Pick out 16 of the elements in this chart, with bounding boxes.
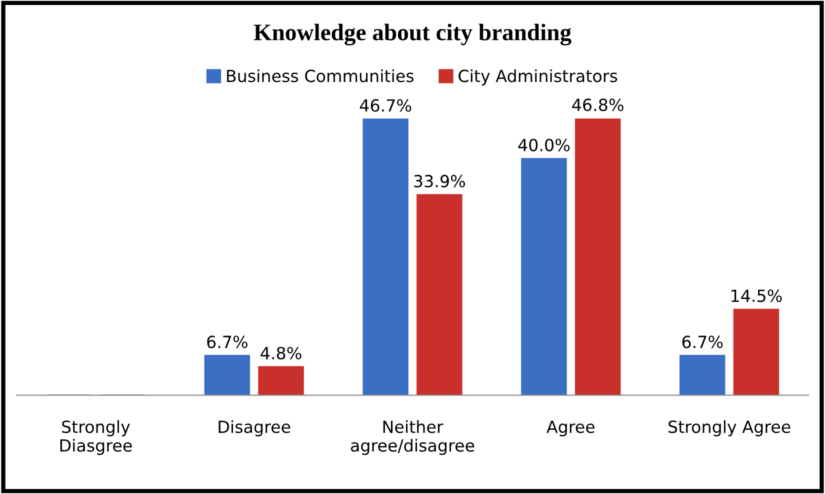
chart-title: Knowledge about city branding bbox=[254, 24, 572, 46]
x-tick-label: Strongly Agree bbox=[668, 420, 790, 436]
x-tick-label: Agree bbox=[546, 420, 594, 436]
x-tick-label: Strongly Diasgree bbox=[60, 420, 132, 455]
data-label: 40.0% bbox=[518, 138, 570, 152]
legend-label: Business Communities bbox=[227, 69, 414, 82]
data-label: 6.7% bbox=[207, 336, 248, 348]
data-label: 14.5% bbox=[732, 289, 782, 302]
data-label: 6.7% bbox=[682, 336, 723, 348]
x-tick-label: Neither agree/disagree bbox=[350, 420, 474, 455]
data-label: 33.9% bbox=[414, 174, 465, 188]
x-tick-label: Disagree bbox=[218, 420, 290, 436]
legend-label: City Administrators bbox=[458, 69, 618, 86]
data-label: 4.8% bbox=[260, 346, 302, 360]
data-label: 46.8% bbox=[572, 98, 624, 112]
data-label: 46.7% bbox=[360, 99, 412, 112]
